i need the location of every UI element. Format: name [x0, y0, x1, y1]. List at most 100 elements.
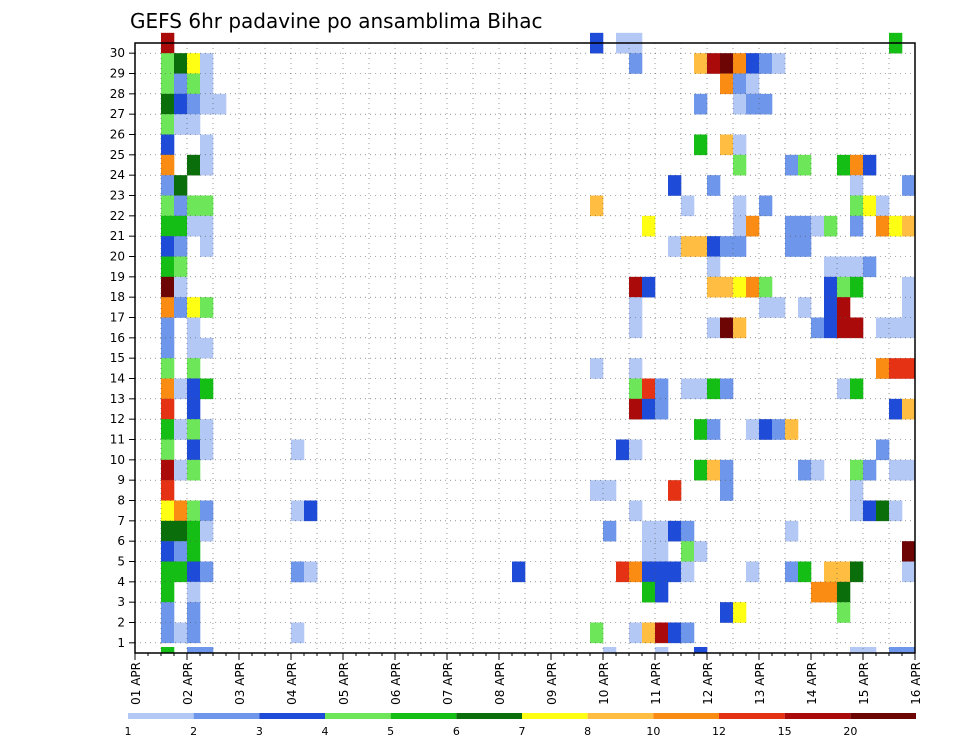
heatmap-cell: [694, 541, 708, 562]
heatmap-cell: [629, 317, 643, 339]
heatmap-cell: [304, 500, 318, 522]
legend-level-label: 10: [646, 725, 660, 738]
heatmap-cell: [785, 236, 799, 257]
heatmap-cell: [616, 561, 630, 583]
x-tick-label: 01 APR: [129, 662, 143, 705]
legend-color-swatch: [522, 713, 588, 719]
x-tick-label: 06 APR: [389, 662, 403, 705]
heatmap-cell: [863, 195, 877, 217]
legend-level-label: 3: [256, 725, 263, 738]
legend-color-swatch: [193, 713, 260, 719]
heatmap-cell: [850, 276, 864, 298]
heatmap-cell: [174, 520, 188, 542]
heatmap-cell: [161, 276, 175, 298]
heatmap-cell: [187, 53, 201, 74]
heatmap-cell: [200, 378, 214, 400]
heatmap-cell: [161, 73, 175, 95]
heatmap-cell: [837, 256, 851, 278]
heatmap-cell: [629, 439, 643, 461]
heatmap-cell: [837, 276, 851, 298]
heatmap-cell: [733, 154, 747, 176]
heatmap-cell: [746, 93, 760, 115]
heatmap-cell: [161, 93, 175, 115]
heatmap-cell: [161, 480, 175, 501]
heatmap-cell: [161, 154, 175, 176]
heatmap-cell: [174, 93, 188, 115]
heatmap-cell: [707, 256, 721, 278]
y-tick-label: 28: [110, 87, 125, 101]
heatmap-cell: [707, 459, 721, 481]
y-tick-label: 23: [110, 189, 125, 203]
heatmap-cell: [837, 154, 851, 176]
x-tick-label: 16 APR: [909, 662, 923, 705]
heatmap-cell: [629, 561, 643, 583]
heatmap-cell: [629, 53, 643, 74]
heatmap-cell: [590, 358, 604, 379]
grid-lines: [134, 43, 916, 653]
heatmap-cell: [200, 134, 214, 156]
heatmap-cell: [681, 236, 695, 257]
heatmap-cell: [174, 114, 188, 135]
heatmap-cell: [694, 378, 708, 400]
heatmap-cell: [746, 73, 760, 95]
heatmap-cell: [200, 419, 214, 440]
heatmap-cell: [902, 561, 916, 583]
y-tick-label: 21: [110, 229, 125, 243]
heatmap-cell: [200, 93, 214, 115]
heatmap-cell: [161, 541, 175, 562]
heatmap-cell: [161, 114, 175, 135]
heatmap-cell: [668, 561, 682, 583]
y-tick-label: 3: [117, 595, 125, 609]
heatmap-cell: [798, 297, 812, 318]
x-tick-label: 03 APR: [233, 662, 247, 705]
heatmap-cell: [785, 154, 799, 176]
heatmap-cell: [187, 520, 201, 542]
y-tick-label: 9: [117, 473, 125, 487]
heatmap-cell: [902, 358, 916, 379]
heatmap-cell: [850, 500, 864, 522]
heatmap-cell: [772, 53, 786, 74]
x-tick-label: 12 APR: [701, 662, 715, 705]
heatmap-cell: [889, 398, 903, 420]
heatmap-cell: [876, 500, 890, 522]
heatmap-cell: [187, 378, 201, 400]
heatmap-cell: [161, 297, 175, 318]
heatmap-cell: [655, 520, 669, 542]
heatmap-cell: [798, 561, 812, 583]
heatmap-cell: [850, 175, 864, 196]
heatmap-cell: [174, 195, 188, 217]
heatmap-cell: [174, 561, 188, 583]
heatmap-cell: [694, 419, 708, 440]
y-tick-label: 24: [110, 168, 125, 182]
heatmap-cell: [187, 358, 201, 379]
heatmap-cell: [863, 154, 877, 176]
legend-level-label: 4: [322, 725, 329, 738]
heatmap-cell: [733, 73, 747, 95]
heatmap-cell: [590, 195, 604, 217]
heatmap-cell: [174, 73, 188, 95]
heatmap-cell: [863, 459, 877, 481]
heatmap-cell: [850, 195, 864, 217]
heatmap-cell: [811, 317, 825, 339]
heatmap-cell: [174, 236, 188, 257]
heatmap-cell: [902, 215, 916, 237]
heatmap-cell: [187, 73, 201, 95]
heatmap-cell: [187, 215, 201, 237]
heatmap-cell: [720, 317, 734, 339]
heatmap-cell: [161, 256, 175, 278]
heatmap-cell: [200, 561, 214, 583]
heatmap-cell: [161, 439, 175, 461]
x-tick-label: 09 APR: [545, 662, 559, 705]
heatmap-cell: [161, 378, 175, 400]
y-tick-label: 5: [117, 555, 125, 569]
heatmap-cell: [161, 419, 175, 440]
heatmap-cell: [161, 602, 175, 623]
heatmap-cell: [590, 622, 604, 644]
heatmap-cell: [863, 256, 877, 278]
legend-level-label: 5: [387, 725, 394, 738]
heatmap-cell: [824, 297, 838, 318]
heatmap-cell: [629, 276, 643, 298]
legend-color-swatch: [456, 713, 522, 719]
heatmap-cell: [707, 236, 721, 257]
